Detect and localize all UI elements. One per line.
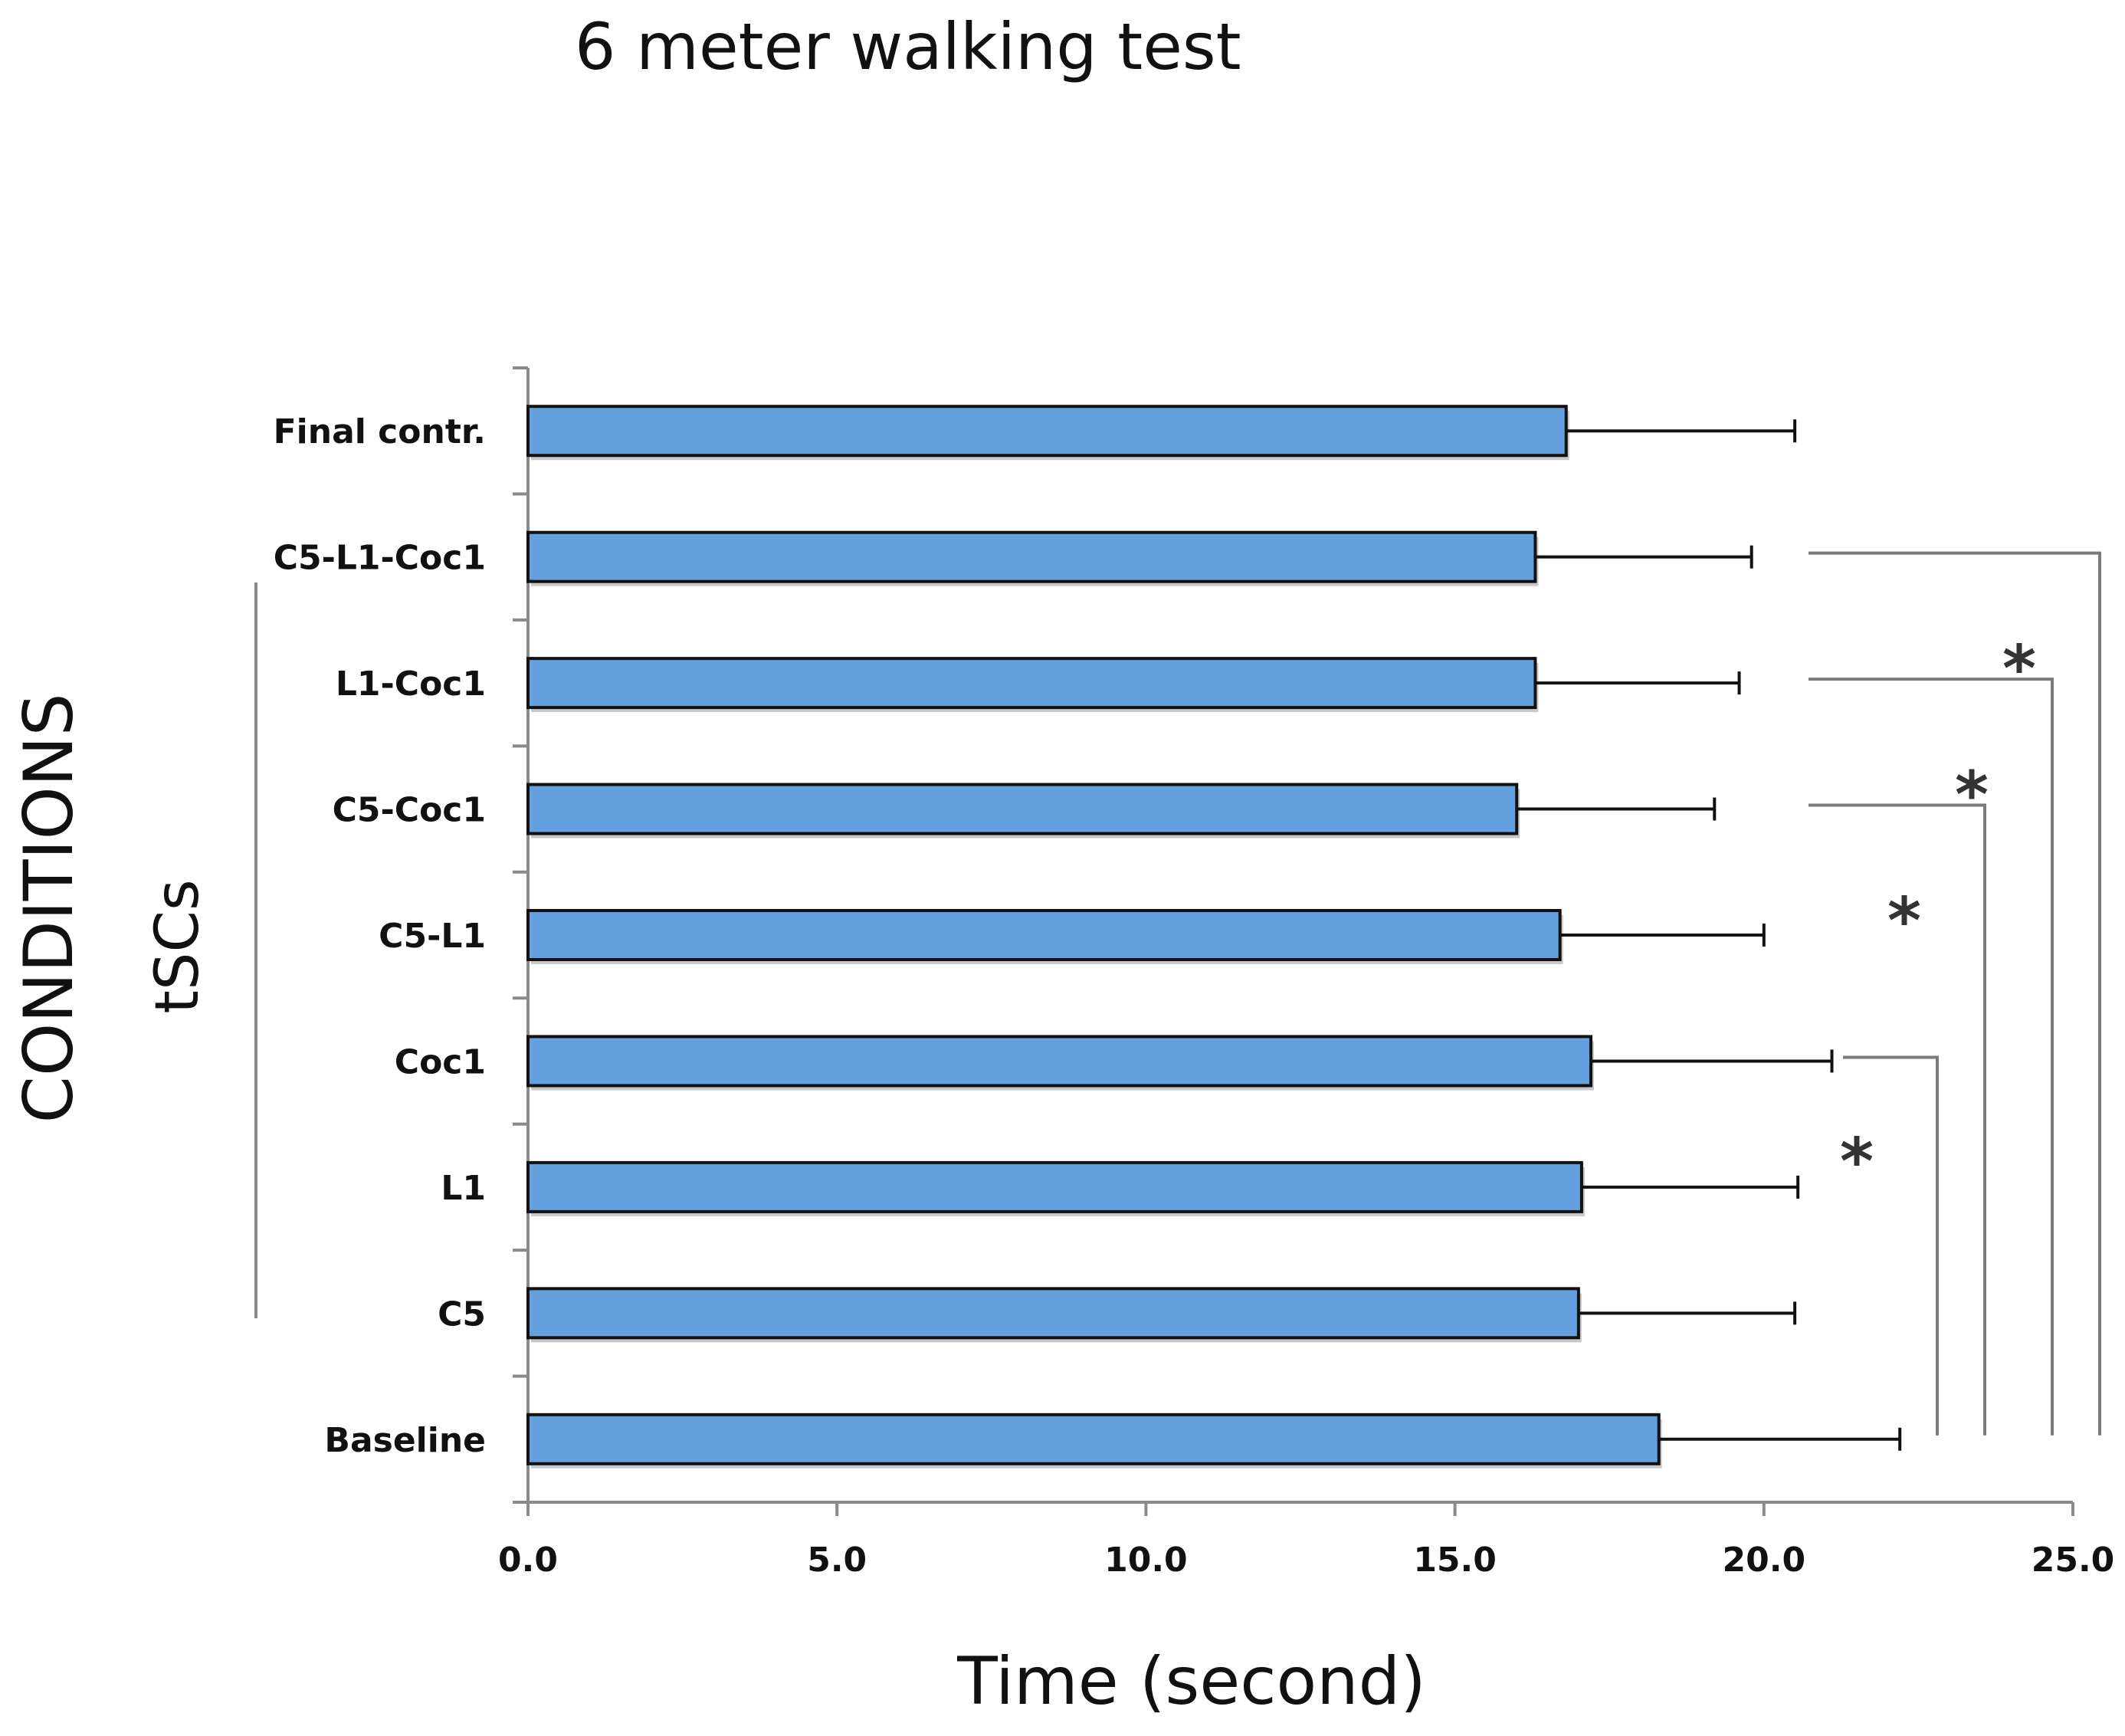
significance-bracket [1809,678,2054,1436]
bar [526,1287,1580,1340]
bar [526,783,1519,835]
x-tick-label: 20.0 [1723,1541,1806,1580]
group-label: tSCs [143,879,212,1013]
category-label: C5 [438,1295,486,1334]
bar [526,657,1537,710]
bar [526,909,1562,961]
x-tick-label: 5.0 [807,1541,867,1580]
bar [526,1160,1583,1213]
plot-area: 0.0 5.0 10.0 15.0 20.0 25.0 Final contr. C5-L1-… [274,366,2115,1580]
bar [526,1035,1593,1088]
bar [526,405,1568,458]
significance-bracket [1809,551,2101,1436]
x-tick-label: 15.0 [1413,1541,1497,1580]
chart-title: 6 meter walking test [575,9,1241,84]
bar [526,1413,1661,1465]
significance-star: * [2002,632,2036,707]
x-tick-label: 0.0 [498,1541,558,1580]
significance-star: * [1955,757,1989,832]
bar [526,530,1537,583]
x-axis-label: Time (second) [956,1643,1426,1720]
y-axis-label: CONDITIONS [9,694,88,1124]
significance-bracket [1809,803,1986,1436]
category-label: C5-L1 [379,917,486,956]
significance-star: * [1840,1124,1874,1199]
category-label: Baseline [324,1421,486,1460]
category-label: L1 [441,1169,486,1208]
category-label: Coc1 [395,1042,486,1081]
significance-bracket [1843,1055,1939,1436]
category-label: Final contr. [274,412,486,451]
x-tick-label: 10.0 [1104,1541,1188,1580]
category-label: C5-Coc1 [333,791,486,830]
significance-star: * [1887,884,1921,959]
category-label: C5-L1-Coc1 [274,539,486,578]
category-label: L1-Coc1 [336,665,486,704]
x-tick-label: 25.0 [2032,1541,2115,1580]
